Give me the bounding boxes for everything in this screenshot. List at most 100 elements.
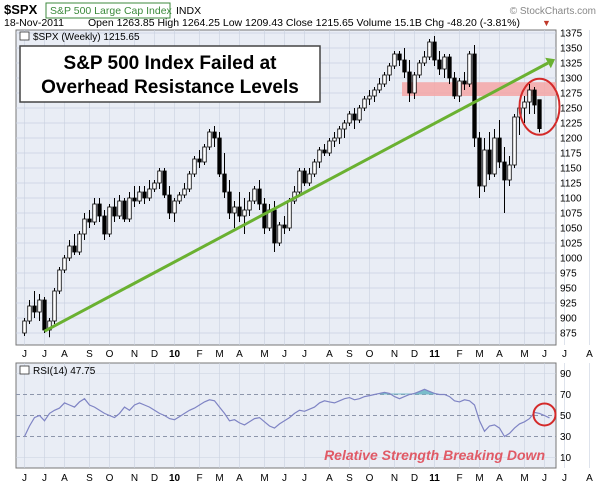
candle-body <box>287 200 292 229</box>
x-tick-label: 11 <box>429 349 440 360</box>
title-box <box>19 45 321 103</box>
candle-body <box>492 137 497 175</box>
x-tick-label: O <box>366 349 374 360</box>
symbol-label: $SPX <box>4 2 38 17</box>
candle-body <box>92 203 97 223</box>
candle-body <box>402 59 407 73</box>
candle-body <box>97 203 102 217</box>
rsi-x-tick-label: S <box>86 473 93 484</box>
trendline <box>43 61 549 333</box>
price-tick-label: 1350 <box>560 44 583 55</box>
x-tick-label: J <box>42 349 47 360</box>
price-tick-label: 875 <box>560 329 577 340</box>
x-tick-label: J <box>302 349 307 360</box>
x-tick-label: 10 <box>169 349 181 360</box>
name-badge <box>45 2 171 19</box>
candle-body <box>27 305 32 322</box>
rsi-y-axis: 10 30 50 70 90 <box>560 369 572 464</box>
candle-body <box>507 164 512 181</box>
price-tick-label: 950 <box>560 284 577 295</box>
candle-body <box>272 209 277 244</box>
x-tick-label: J <box>22 349 27 360</box>
x-tick-label: A <box>496 349 503 360</box>
rsi-line <box>23 388 550 438</box>
candle-body <box>242 209 247 217</box>
x-tick-label: M <box>520 349 528 360</box>
candle-body <box>152 182 157 190</box>
name-badge-text: S&P 500 Large Cap Index <box>50 5 173 17</box>
rsi-x-tick-label: A <box>586 473 593 484</box>
candle-body <box>332 137 337 142</box>
candle-body <box>102 215 107 235</box>
candle-body <box>362 98 367 109</box>
rsi-x-tick-label: J <box>542 473 547 484</box>
candle-body <box>397 53 402 61</box>
candle-body <box>107 206 112 235</box>
rsi-x-tick-label: F <box>456 473 462 484</box>
candle-body <box>247 200 252 211</box>
x-tick-label: J <box>282 349 287 360</box>
price-tick-label: 1375 <box>560 29 583 40</box>
x-tick-label: D <box>151 349 158 360</box>
candle-body <box>467 53 472 85</box>
candle-body <box>232 206 237 214</box>
rsi-x-tick-label: A <box>496 473 503 484</box>
candle-body <box>302 170 307 184</box>
rsi-legend: RSI(14) 47.75 <box>33 366 96 377</box>
candle-body <box>32 305 37 313</box>
price-tick-label: 1050 <box>560 224 583 235</box>
x-tick-label: J <box>542 349 547 360</box>
candle-body <box>207 131 212 148</box>
rsi-overbought-fill <box>379 389 435 395</box>
candle-body <box>192 158 197 175</box>
candle-body <box>367 95 372 100</box>
rsi-x-tick-label: N <box>391 473 398 484</box>
candle-body <box>117 200 122 217</box>
candle-body <box>187 173 192 190</box>
candle-body <box>257 188 262 205</box>
rsi-legend-swatch <box>19 365 30 375</box>
candle-body <box>392 53 397 67</box>
date-label: 18-Nov-2011 <box>4 17 64 29</box>
rsi-x-tick-label: A <box>236 473 243 484</box>
rsi-x-tick-label: M <box>260 473 268 484</box>
candle-body <box>112 206 117 217</box>
price-tick-label: 1300 <box>560 74 583 85</box>
rsi-tick-label: 90 <box>560 369 572 380</box>
price-highlight-circle <box>518 77 561 136</box>
rsi-x-tick-label: N <box>131 473 138 484</box>
candle-body <box>532 89 537 106</box>
rsi-tick-label: 30 <box>560 432 572 443</box>
price-tick-label: 1225 <box>560 119 583 130</box>
watermark: © StockCharts.com <box>510 6 596 17</box>
candle-body <box>382 74 387 85</box>
rsi-x-tick-label: A <box>326 473 333 484</box>
candle-body <box>377 83 382 91</box>
candle-body <box>77 233 82 253</box>
x-tick-label: F <box>456 349 462 360</box>
candle-body <box>22 320 27 334</box>
candle-body <box>477 137 482 187</box>
rsi-x-tick-label: O <box>106 473 114 484</box>
rsi-x-tick-label: 11 <box>429 473 440 484</box>
candle-body <box>352 113 357 121</box>
rsi-tick-label: 10 <box>560 453 572 464</box>
candle-body <box>312 161 317 175</box>
candle-body <box>297 170 302 193</box>
rsi-x-tick-label: D <box>151 473 158 484</box>
candle-body <box>157 170 162 184</box>
resistance-band <box>402 82 556 96</box>
candle-body <box>357 107 362 121</box>
rsi-tick-label: 70 <box>560 390 572 401</box>
rsi-x-tick-label: J <box>22 473 27 484</box>
rsi-x-tick-label: J <box>42 473 47 484</box>
x-tick-label: S <box>86 349 93 360</box>
candle-body <box>447 56 452 79</box>
candle-body <box>67 245 72 259</box>
candle-body <box>237 206 242 217</box>
rsi-x-tick-label: O <box>366 473 374 484</box>
candle-body <box>327 140 332 154</box>
x-tick-label: A <box>61 349 68 360</box>
candle-body <box>172 200 177 214</box>
price-tick-label: 925 <box>560 299 577 310</box>
